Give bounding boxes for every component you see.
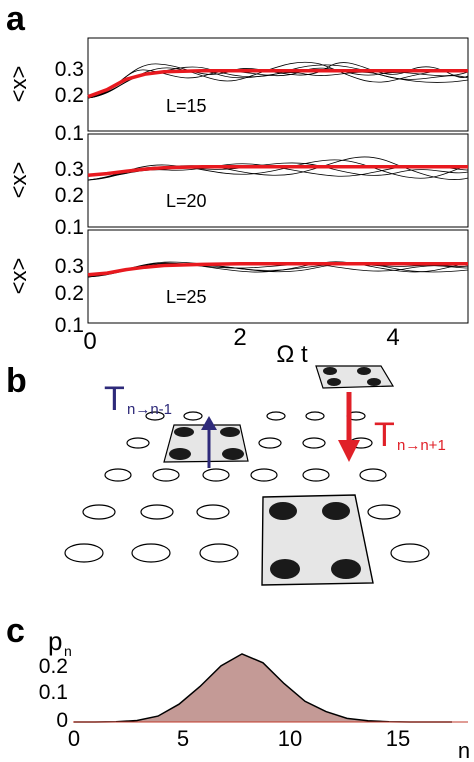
x-tick-labels-c: 0 5 10 15 — [68, 726, 410, 751]
x-axis-label-c: n — [458, 738, 470, 762]
panel-a-label: a — [6, 0, 26, 38]
y-tick-label: 0.2 — [39, 655, 68, 678]
y-tick-label: 0.3 — [55, 58, 84, 81]
subplot-frame-l15 — [87, 37, 469, 132]
panel-c-label: c — [6, 612, 25, 650]
y-tick-label: 0.1 — [55, 122, 84, 145]
y-tick-label: 0.1 — [39, 681, 68, 704]
mean-curves — [87, 68, 468, 277]
y-tick-label: 0.2 — [55, 282, 84, 305]
y-tick-label: 0.2 — [55, 84, 84, 107]
transition-label-up-main: T — [374, 416, 395, 454]
y-axis-label-c-sub: n — [64, 643, 72, 659]
y-tick-label: 0.1 — [55, 314, 84, 337]
lattice-sites — [64, 411, 430, 563]
x-tick-label: 5 — [177, 726, 189, 751]
mean-curve-series — [87, 68, 468, 99]
mean-curve-series — [87, 262, 468, 277]
arrow-down-transition — [338, 392, 360, 462]
transition-label-down-main: T — [104, 380, 125, 418]
transition-label-down-sub: n→n-1 — [127, 401, 172, 418]
x-tick-label: 0 — [68, 726, 80, 751]
x-tick-label: 4 — [386, 324, 399, 351]
x-axis-label-a: Ω t — [276, 341, 308, 368]
y-axis-label-l15: <x> — [6, 66, 31, 103]
sample-trajectories-l15 — [87, 61, 469, 99]
distribution-area — [74, 653, 452, 722]
y-axis-label-c-main: p — [48, 626, 62, 656]
y-tick-labels-a: 0.3 0.2 0.1 0.3 0.2 0.1 0.3 0.2 0.1 — [55, 58, 84, 337]
x-tick-label: 2 — [233, 324, 246, 351]
occupied-cell-small — [315, 365, 395, 389]
y-tick-label: 0.3 — [55, 255, 84, 278]
y-tick-label: 0 — [56, 709, 68, 732]
x-tick-label: 0 — [83, 328, 96, 355]
subplot-frame-l25 — [87, 229, 469, 324]
y-axis-label-l20: <x> — [6, 162, 31, 199]
annotation-l20: L=20 — [166, 191, 207, 211]
panel-b-label: b — [6, 362, 27, 400]
y-tick-label: 0.2 — [55, 184, 84, 207]
x-tick-label: 15 — [386, 726, 410, 751]
y-axis-label-l25: <x> — [6, 258, 31, 295]
annotation-l15: L=15 — [166, 96, 207, 116]
y-tick-label: 0.3 — [55, 158, 84, 181]
x-tick-label: 10 — [278, 726, 302, 751]
occupied-cell-large — [261, 494, 374, 586]
mean-curve-series — [87, 164, 468, 178]
occupied-cell-medium — [163, 424, 249, 463]
y-tick-labels-c: 0.2 0.1 0 — [39, 655, 68, 732]
y-tick-label: 0.1 — [55, 216, 84, 239]
annotation-l25: L=25 — [166, 287, 207, 307]
arrow-up-transition — [201, 416, 217, 468]
x-tick-labels-a: 0 2 4 — [83, 324, 399, 355]
transition-label-up-sub: n→n+1 — [397, 437, 446, 454]
subplot-frame-l20 — [87, 133, 469, 228]
